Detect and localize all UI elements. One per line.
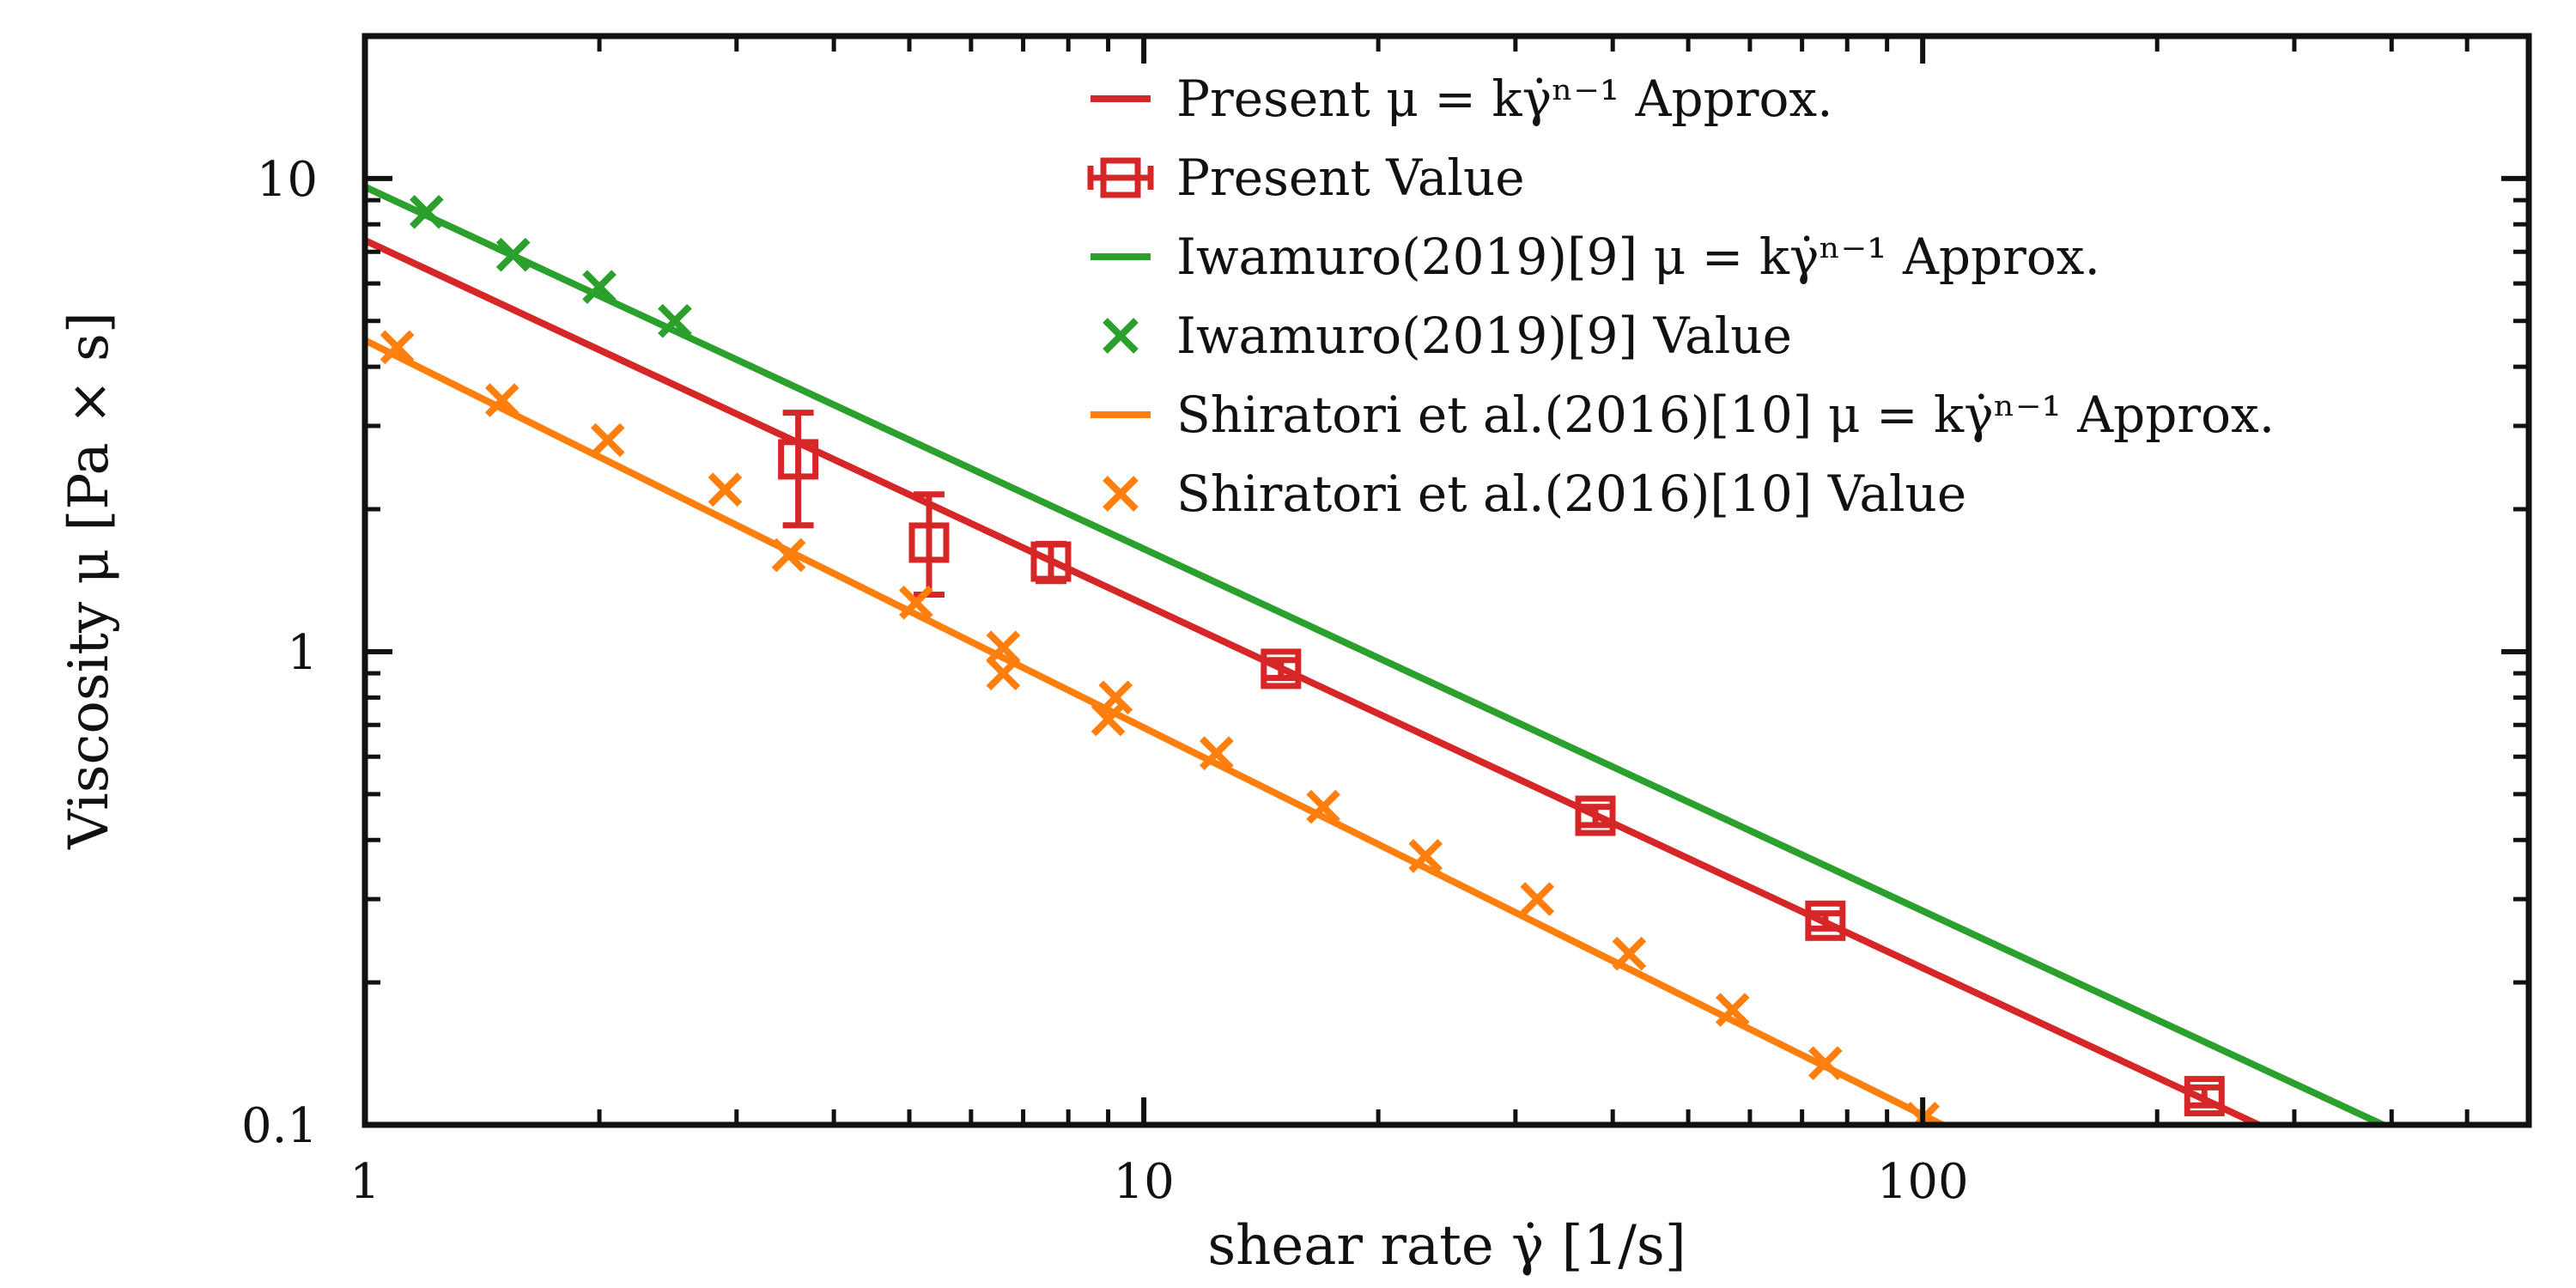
series-6-marker-4 [708,472,743,507]
series-6-marker-14 [1520,882,1555,916]
present-value-point-2 [908,491,950,598]
series-6-marker-12 [1306,789,1340,824]
series-6-marker-6 [898,585,933,620]
series-4-marker-2 [495,237,531,272]
legend-x-marker-swatch [1103,318,1139,354]
legend-item-2: Present Value [1087,149,1525,207]
series-6-marker-16 [1715,993,1750,1027]
legend-label-4: Iwamuro(2019)[9] Value [1176,307,1792,365]
present-value-point-3 [1030,540,1072,585]
series-line-3 [365,184,2385,1125]
series-6-marker-9 [1098,680,1133,715]
series-4-marker-3 [582,270,617,304]
legend-item-6: Shiratori et al.(2016)[10] Value [1103,465,1966,523]
x-tick-label-1: 1 [349,1154,380,1210]
present-value-point-6 [1805,900,1846,941]
y-tick-label-1: 1 [287,625,318,681]
legend-label-6: Shiratori et al.(2016)[10] Value [1176,465,1966,523]
legend-item-5: Shiratori et al.(2016)[10] μ = kγ̇ⁿ⁻¹ Ap… [1091,386,2275,444]
y-axis-label: Viscosity μ [Pa × s] [58,312,121,850]
y-tick-label-0.1: 0.1 [241,1098,318,1154]
x-tick-label-10: 10 [1113,1154,1174,1210]
series-4-marker-4 [658,303,692,338]
series-6-marker-7 [986,630,1021,665]
legend-item-4: Iwamuro(2019)[9] Value [1103,307,1792,365]
legend-label-3: Iwamuro(2019)[9] μ = kγ̇ⁿ⁻¹ Approx. [1176,228,2100,286]
series-6-marker-3 [590,422,625,458]
series-6-marker-11 [1199,736,1234,771]
legend-label-1: Present μ = kγ̇ⁿ⁻¹ Approx. [1176,70,1833,128]
series-6-marker-15 [1612,936,1647,971]
series-line-1 [365,237,2261,1125]
x-tick-label-100: 100 [1877,1154,1969,1210]
series-6-marker-2 [484,383,519,417]
legend-x-marker-swatch [1103,476,1139,512]
legend-item-1: Present μ = kγ̇ⁿ⁻¹ Approx. [1091,70,1833,128]
series-6-marker-17 [1807,1046,1843,1081]
y-tick-label-10: 10 [257,152,318,208]
legend-errorbar-square-swatch [1087,157,1154,198]
series-6-marker-1 [380,330,415,365]
legend-item-3: Iwamuro(2019)[9] μ = kγ̇ⁿ⁻¹ Approx. [1091,228,2100,286]
series-6-marker-10 [1091,702,1126,737]
present-value-point-1 [778,410,819,529]
present-value-point-5 [1575,795,1616,836]
legend-label-2: Present Value [1176,149,1525,207]
plot-frame [361,33,2532,1128]
present-value-point-7 [2184,1076,2225,1117]
legend-label-5: Shiratori et al.(2016)[10] μ = kγ̇ⁿ⁻¹ Ap… [1176,386,2275,444]
series-6-marker-8 [986,656,1021,690]
series-6-marker-5 [771,538,806,573]
series-line-5 [365,337,1944,1125]
series-4-marker-1 [409,194,444,229]
x-axis-label: shear rate γ̇ [1/s] [1207,1214,1686,1278]
present-value-point-4 [1261,648,1302,690]
series-6-marker-13 [1408,839,1443,873]
